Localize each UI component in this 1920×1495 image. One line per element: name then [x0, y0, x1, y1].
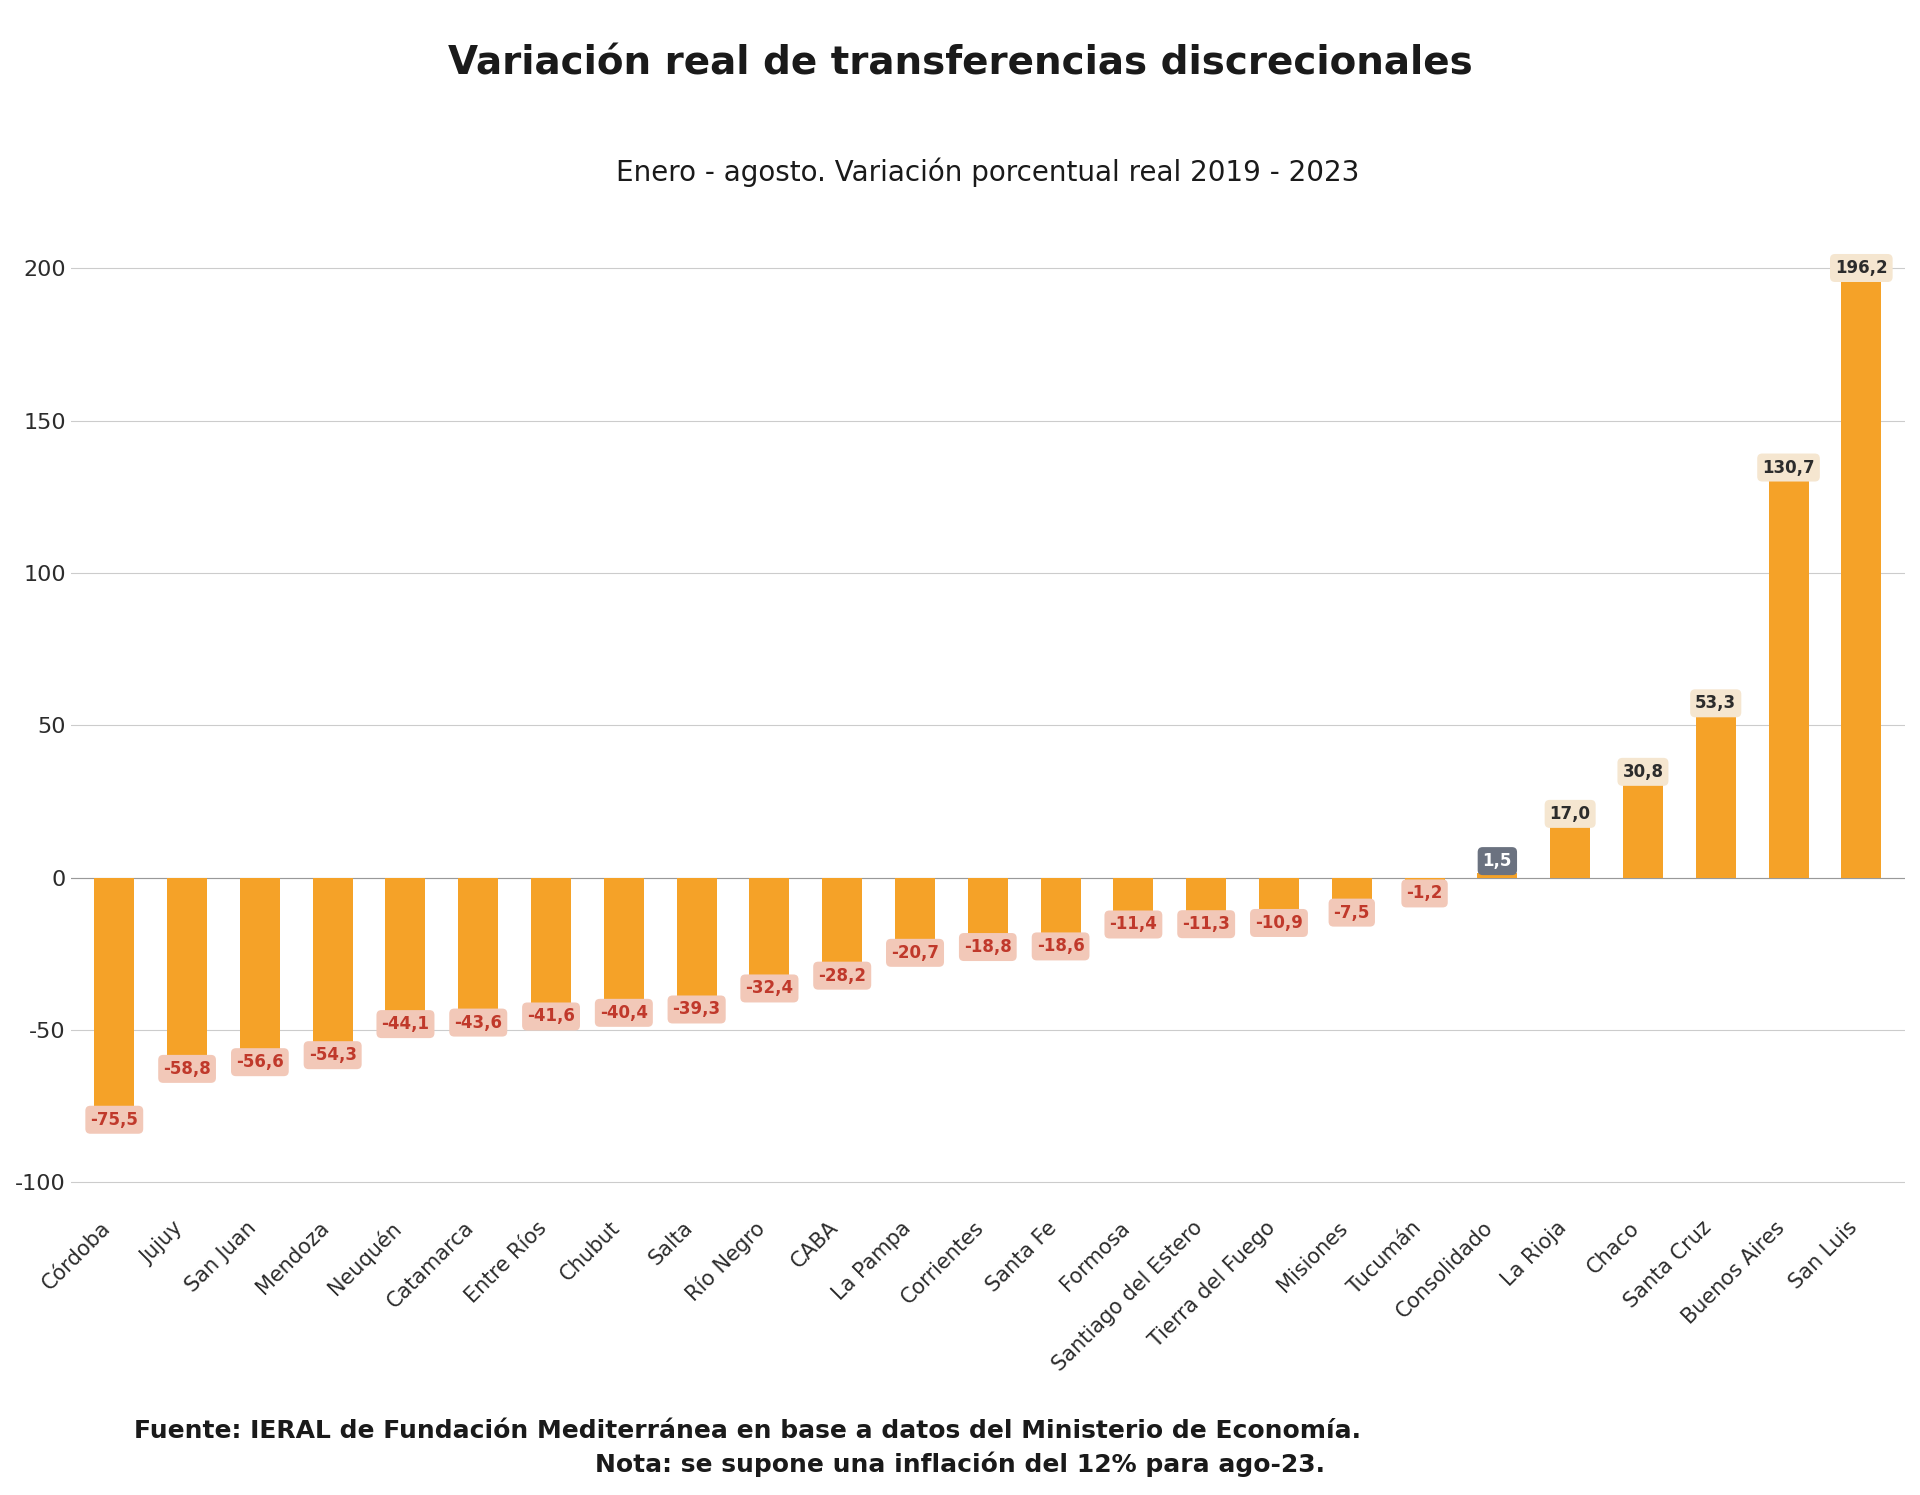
- Bar: [1695, 715, 1736, 878]
- Text: -7,5: -7,5: [1334, 903, 1371, 921]
- Text: -18,6: -18,6: [1037, 937, 1085, 955]
- Bar: [167, 878, 207, 1057]
- Bar: [1622, 783, 1663, 878]
- Text: -11,3: -11,3: [1183, 915, 1231, 933]
- Bar: [749, 878, 789, 976]
- Title: Enero - agosto. Variación porcentual real 2019 - 2023: Enero - agosto. Variación porcentual rea…: [616, 157, 1359, 187]
- Bar: [1332, 878, 1371, 900]
- Text: Nota: se supone una inflación del 12% para ago-23.: Nota: se supone una inflación del 12% pa…: [595, 1452, 1325, 1477]
- Text: -56,6: -56,6: [236, 1052, 284, 1072]
- Bar: [1841, 280, 1882, 878]
- Bar: [895, 878, 935, 940]
- Text: -58,8: -58,8: [163, 1060, 211, 1078]
- Bar: [1549, 825, 1590, 878]
- Text: -10,9: -10,9: [1256, 913, 1304, 931]
- Text: -1,2: -1,2: [1405, 885, 1442, 903]
- Text: -40,4: -40,4: [599, 1003, 647, 1021]
- Bar: [1768, 480, 1809, 878]
- Bar: [1476, 873, 1517, 878]
- Bar: [240, 878, 280, 1049]
- Text: -54,3: -54,3: [309, 1046, 357, 1064]
- Bar: [1041, 878, 1081, 934]
- Bar: [1260, 878, 1300, 910]
- Bar: [94, 878, 134, 1108]
- Text: -41,6: -41,6: [528, 1008, 574, 1026]
- Text: Fuente: IERAL de Fundación Mediterránea en base a datos del Ministerio de Econom: Fuente: IERAL de Fundación Mediterránea …: [134, 1419, 1361, 1443]
- Text: -44,1: -44,1: [382, 1015, 430, 1033]
- Bar: [532, 878, 570, 1005]
- Text: -18,8: -18,8: [964, 937, 1012, 955]
- Bar: [313, 878, 353, 1044]
- Bar: [1114, 878, 1154, 912]
- Text: 196,2: 196,2: [1836, 259, 1887, 277]
- Bar: [1405, 878, 1444, 882]
- Bar: [459, 878, 499, 1011]
- Bar: [603, 878, 643, 1000]
- Text: -11,4: -11,4: [1110, 915, 1158, 933]
- Text: -43,6: -43,6: [455, 1014, 503, 1032]
- Bar: [968, 878, 1008, 934]
- Text: -32,4: -32,4: [745, 979, 793, 997]
- Bar: [676, 878, 716, 997]
- Text: 30,8: 30,8: [1622, 762, 1663, 780]
- Text: -39,3: -39,3: [672, 1000, 720, 1018]
- Text: 53,3: 53,3: [1695, 694, 1736, 712]
- Text: -75,5: -75,5: [90, 1111, 138, 1129]
- Text: 1,5: 1,5: [1482, 852, 1513, 870]
- Text: -28,2: -28,2: [818, 967, 866, 985]
- Text: 130,7: 130,7: [1763, 459, 1814, 477]
- Text: 17,0: 17,0: [1549, 804, 1590, 822]
- Text: -20,7: -20,7: [891, 943, 939, 961]
- Bar: [822, 878, 862, 964]
- Bar: [386, 878, 426, 1012]
- Bar: [1187, 878, 1227, 912]
- Text: Variación real de transferencias discrecionales: Variación real de transferencias discrec…: [447, 45, 1473, 82]
